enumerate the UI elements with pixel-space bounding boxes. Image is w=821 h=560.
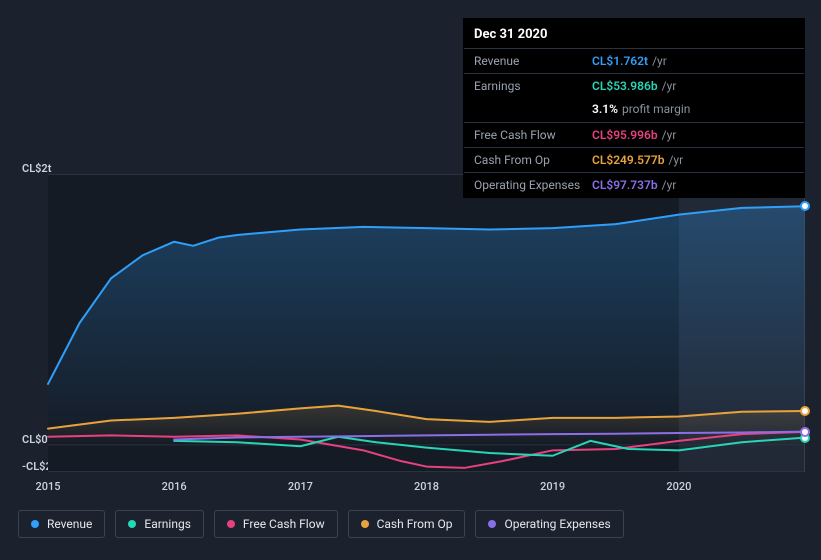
legend: Revenue Earnings Free Cash Flow Cash From O… <box>18 510 805 538</box>
legend-label: Operating Expenses <box>504 517 610 531</box>
series-end-marker <box>800 427 810 437</box>
tooltip-value: CL$53.986b/yr <box>592 79 794 93</box>
tooltip-date: Dec 31 2020 <box>464 19 804 48</box>
tooltip-profit-margin: 3.1%profit margin <box>464 98 804 122</box>
legend-dot-icon <box>361 520 369 528</box>
series-end-marker <box>800 201 810 211</box>
tooltip-value: CL$95.996b/yr <box>592 128 794 142</box>
tooltip-label: Cash From Op <box>474 153 592 167</box>
legend-item[interactable]: Earnings <box>115 510 204 538</box>
tooltip-row: Operating ExpensesCL$97.737b/yr <box>464 172 804 197</box>
legend-item[interactable]: Operating Expenses <box>475 510 623 538</box>
x-axis-label: 2016 <box>162 480 187 493</box>
legend-dot-icon <box>227 520 235 528</box>
x-axis-label: 2015 <box>35 480 60 493</box>
legend-dot-icon <box>488 520 496 528</box>
legend-item[interactable]: Free Cash Flow <box>214 510 338 538</box>
tooltip-row: Free Cash FlowCL$95.996b/yr <box>464 122 804 147</box>
tooltip-value: CL$249.577b/yr <box>592 153 794 167</box>
tooltip-value: CL$1.762t/yr <box>592 54 794 68</box>
x-axis-label: 2018 <box>414 480 439 493</box>
financials-chart[interactable] <box>18 174 805 472</box>
x-axis-label: 2020 <box>666 480 691 493</box>
x-axis-label: 2019 <box>540 480 565 493</box>
tooltip-label: Operating Expenses <box>474 178 592 192</box>
legend-dot-icon <box>128 520 136 528</box>
tooltip-value: CL$97.737b/yr <box>592 178 794 192</box>
legend-label: Cash From Op <box>377 517 453 531</box>
series-end-marker <box>800 406 810 416</box>
legend-item[interactable]: Revenue <box>18 510 105 538</box>
legend-label: Earnings <box>144 517 191 531</box>
hover-tooltip: Dec 31 2020 RevenueCL$1.762t/yrEarningsC… <box>463 18 805 198</box>
tooltip-row: RevenueCL$1.762t/yr <box>464 48 804 73</box>
tooltip-row: EarningsCL$53.986b/yr <box>464 73 804 98</box>
x-axis: 2015 2016 2017 2018 2019 2020 <box>18 480 805 498</box>
tooltip-row: Cash From OpCL$249.577b/yr <box>464 147 804 172</box>
tooltip-label: Revenue <box>474 54 592 68</box>
legend-label: Revenue <box>47 517 92 531</box>
tooltip-label: Free Cash Flow <box>474 128 592 142</box>
legend-label: Free Cash Flow <box>243 517 325 531</box>
tooltip-label: Earnings <box>474 79 592 93</box>
legend-dot-icon <box>31 520 39 528</box>
legend-item[interactable]: Cash From Op <box>348 510 466 538</box>
x-axis-label: 2017 <box>288 480 313 493</box>
